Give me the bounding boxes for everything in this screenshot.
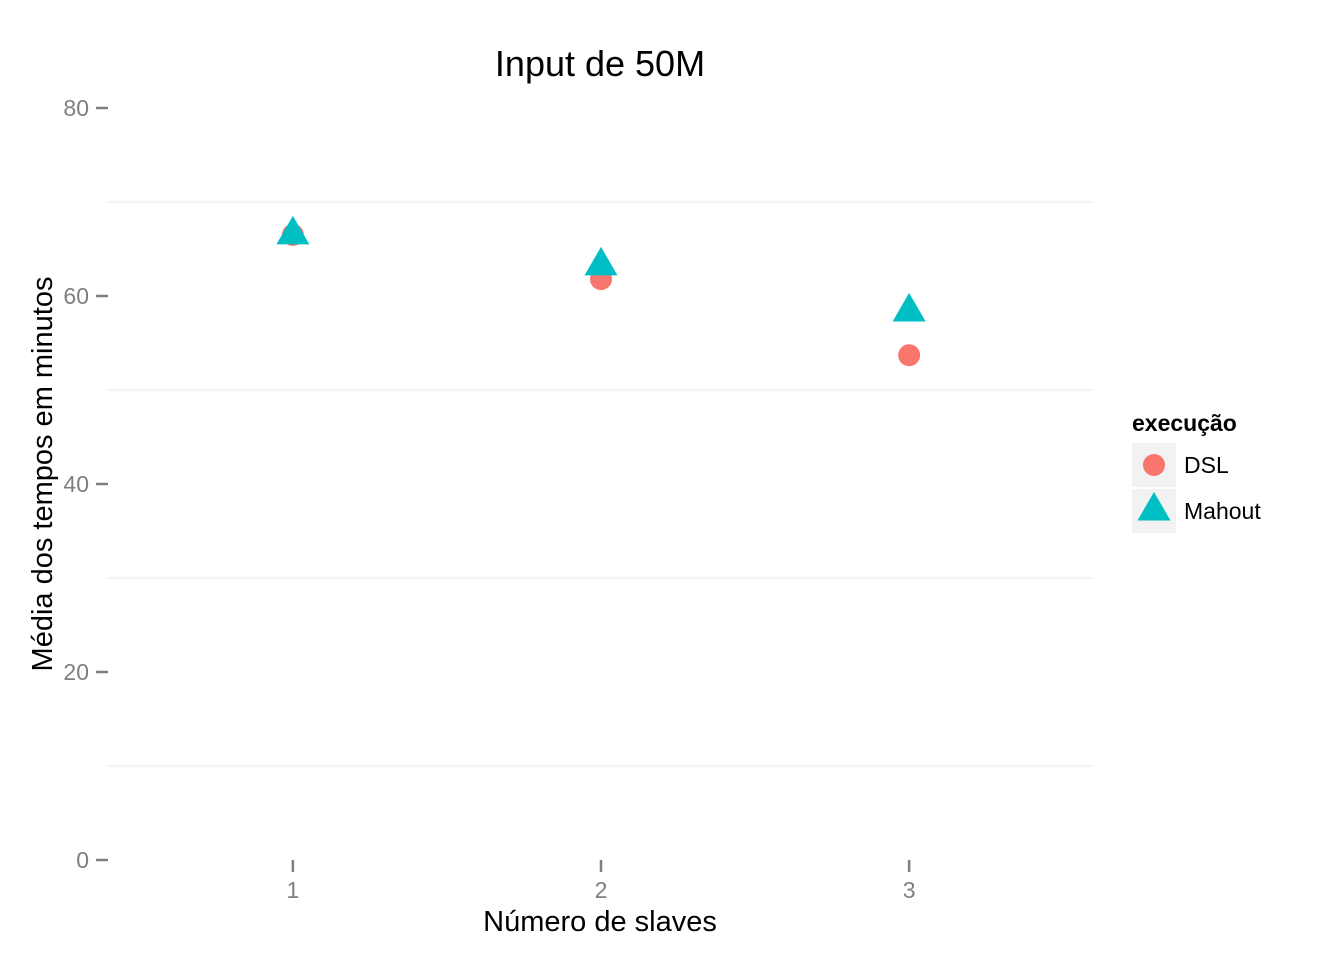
y-axis-title: Média dos tempos em minutos [27,277,59,672]
chart-title: Input de 50M [495,43,705,84]
legend-items: DSL Mahout [1132,443,1261,533]
data-point-mahout [584,246,618,276]
legend-label: Mahout [1184,498,1261,524]
legend-label: DSL [1184,452,1229,478]
legend: execução DSL Mahout [1132,410,1261,533]
data-point-mahout [892,292,926,322]
legend-title: execução [1132,410,1237,436]
grid-lines [108,201,1094,767]
y-axis: 0 20 40 60 80 [63,95,108,873]
data-points [276,215,926,367]
x-axis-title: Número de slaves [483,906,717,938]
y-tick-label: 0 [76,847,89,873]
x-axis: 1 2 3 [286,860,916,903]
y-tick-label: 80 [63,95,89,121]
legend-key-dsl [1143,454,1165,476]
data-point-dsl [898,344,921,367]
y-tick-label: 40 [63,471,89,497]
data-point-mahout [276,215,310,245]
y-tick-label: 20 [63,659,89,685]
y-tick-label: 60 [63,283,89,309]
x-tick-label: 2 [595,877,608,903]
x-tick-label: 1 [286,877,299,903]
x-tick-label: 3 [903,877,916,903]
legend-key-mahout [1137,491,1171,521]
